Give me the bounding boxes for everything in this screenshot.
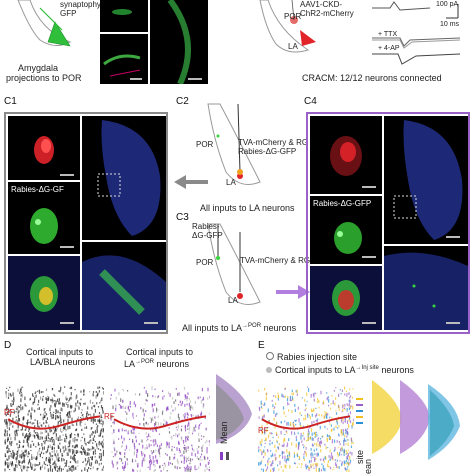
e-legend-2-sup: →Inj site	[355, 365, 379, 371]
scale-current-label: 100 pA	[436, 1, 459, 8]
la-label: LA	[288, 42, 298, 51]
c1-rabies-label: Rabies-ΔG-GF	[11, 185, 64, 194]
e-legend-2-marker	[266, 367, 272, 373]
c1-merge-micrograph	[8, 256, 80, 330]
virus-label-1: AAV1-CKD-	[300, 0, 343, 9]
gray-arrow	[174, 175, 208, 189]
c3-caption-suffix: neurons	[261, 323, 297, 333]
e-rf-label: RF	[258, 426, 269, 435]
micrograph-top-small-1	[100, 0, 148, 32]
synaptophysin-label-2: GFP	[60, 9, 77, 18]
e-legend-1: Rabies injection site	[266, 352, 357, 362]
c1-zoom-section	[82, 242, 166, 330]
panel-c4-frame: Rabies-ΔG-GFP	[306, 112, 470, 334]
amygdala-caption-2: projections to POR	[6, 73, 82, 83]
c4-rabies-label: Rabies-ΔG-GFP	[313, 199, 372, 208]
c3-por-label: POR	[196, 258, 214, 267]
c2-tva-label-2: Rabies-ΔG-GFP	[238, 147, 297, 156]
c3-caption: All inputs to LA→POR neurons	[182, 322, 296, 333]
c3-rabies-label-1: Rabies-	[192, 222, 220, 231]
c4-merge-micrograph	[310, 266, 382, 330]
top-left-schematic	[17, 0, 72, 47]
c2-tva-label-1: TVA-mCherry & RG	[238, 138, 309, 147]
ttx-label: + TTX	[378, 31, 398, 38]
e-legend-2-suffix: neurons	[378, 365, 414, 375]
scale-time-label: 10 ms	[440, 21, 460, 28]
amygdala-caption-1: Amygdala	[18, 63, 59, 73]
d-mean-label: Mean	[219, 421, 229, 444]
c1-rabies-micrograph: Rabies-ΔG-GF	[8, 182, 80, 254]
e-legend-2-text: Cortical inputs to LA	[275, 365, 356, 375]
panel-c1-frame: Rabies-ΔG-GF	[4, 112, 168, 334]
amygdala-projection-shape	[47, 21, 71, 47]
cracm-traces	[372, 1, 461, 65]
d-right-title-sup: →POR	[135, 359, 155, 365]
c2-schematic	[207, 103, 261, 185]
c3-tva-label: TVA-mCherry & RG	[240, 256, 311, 265]
virus-label-2: ChR2-mCherry	[300, 9, 354, 18]
e-legend-1-marker	[266, 352, 274, 360]
d-right-title-suffix: neurons	[154, 359, 190, 369]
d-right-scatter	[110, 386, 210, 472]
c3-caption-prefix: All inputs to LA	[182, 323, 243, 333]
panel-label-d: D	[4, 340, 12, 351]
cracm-caption: CRACM: 12/12 neurons connected	[302, 73, 442, 83]
c3-schematic	[207, 223, 261, 305]
micrograph-top-small-2	[100, 34, 148, 84]
c4-zoom-section	[384, 246, 468, 330]
d-distribution	[216, 374, 252, 460]
c2-caption: All inputs to LA neurons	[200, 203, 295, 213]
c4-rabies-micrograph: Rabies-ΔG-GFP	[310, 196, 382, 264]
c1-mcherry-micrograph	[8, 116, 80, 180]
c1-dapi-section	[82, 116, 166, 240]
c3-la-label: LA	[228, 296, 238, 305]
e-legend-2: Cortical inputs to LA→Inj site neurons	[266, 364, 414, 375]
panel-label-c1: C1	[4, 96, 17, 107]
d-left-scatter	[4, 386, 104, 472]
c3-rabies-label-2: ΔG-GFP	[192, 231, 223, 240]
panel-label-e: E	[258, 340, 265, 351]
d-rf-left: RF	[4, 408, 15, 417]
e-legend-1-text: Rabies injection site	[277, 352, 358, 362]
c2-por-label: POR	[196, 140, 214, 149]
e-mean-markers	[356, 398, 363, 424]
c4-dapi-section	[384, 116, 468, 244]
d-right-title-la: LA	[124, 359, 136, 369]
c4-mcherry-micrograph	[310, 116, 382, 194]
d-right-title-2: LA→POR neurons	[124, 358, 189, 369]
panel-label-c3: C3	[176, 212, 189, 223]
4ap-label: + 4-AP	[378, 45, 400, 52]
panel-label-c4: C4	[304, 96, 317, 107]
top-right-schematic	[259, 0, 316, 53]
e-distributions	[372, 380, 460, 460]
por-label: POR	[284, 12, 302, 21]
d-left-title-1: Cortical inputs to	[26, 347, 94, 357]
micrograph-top-large	[150, 0, 208, 84]
d-left-title-2: LA/BLA neurons	[30, 357, 96, 367]
c3-caption-arrow: →POR	[242, 323, 262, 329]
e-scatter	[258, 386, 354, 472]
d-rf-right: RF	[104, 412, 115, 421]
panel-label-c2: C2	[176, 96, 189, 107]
c2-la-label: LA	[226, 178, 236, 187]
synaptophysin-label: synaptophysin-	[60, 0, 114, 9]
purple-arrow	[276, 285, 310, 299]
d-right-title-1: Cortical inputs to	[126, 347, 194, 357]
